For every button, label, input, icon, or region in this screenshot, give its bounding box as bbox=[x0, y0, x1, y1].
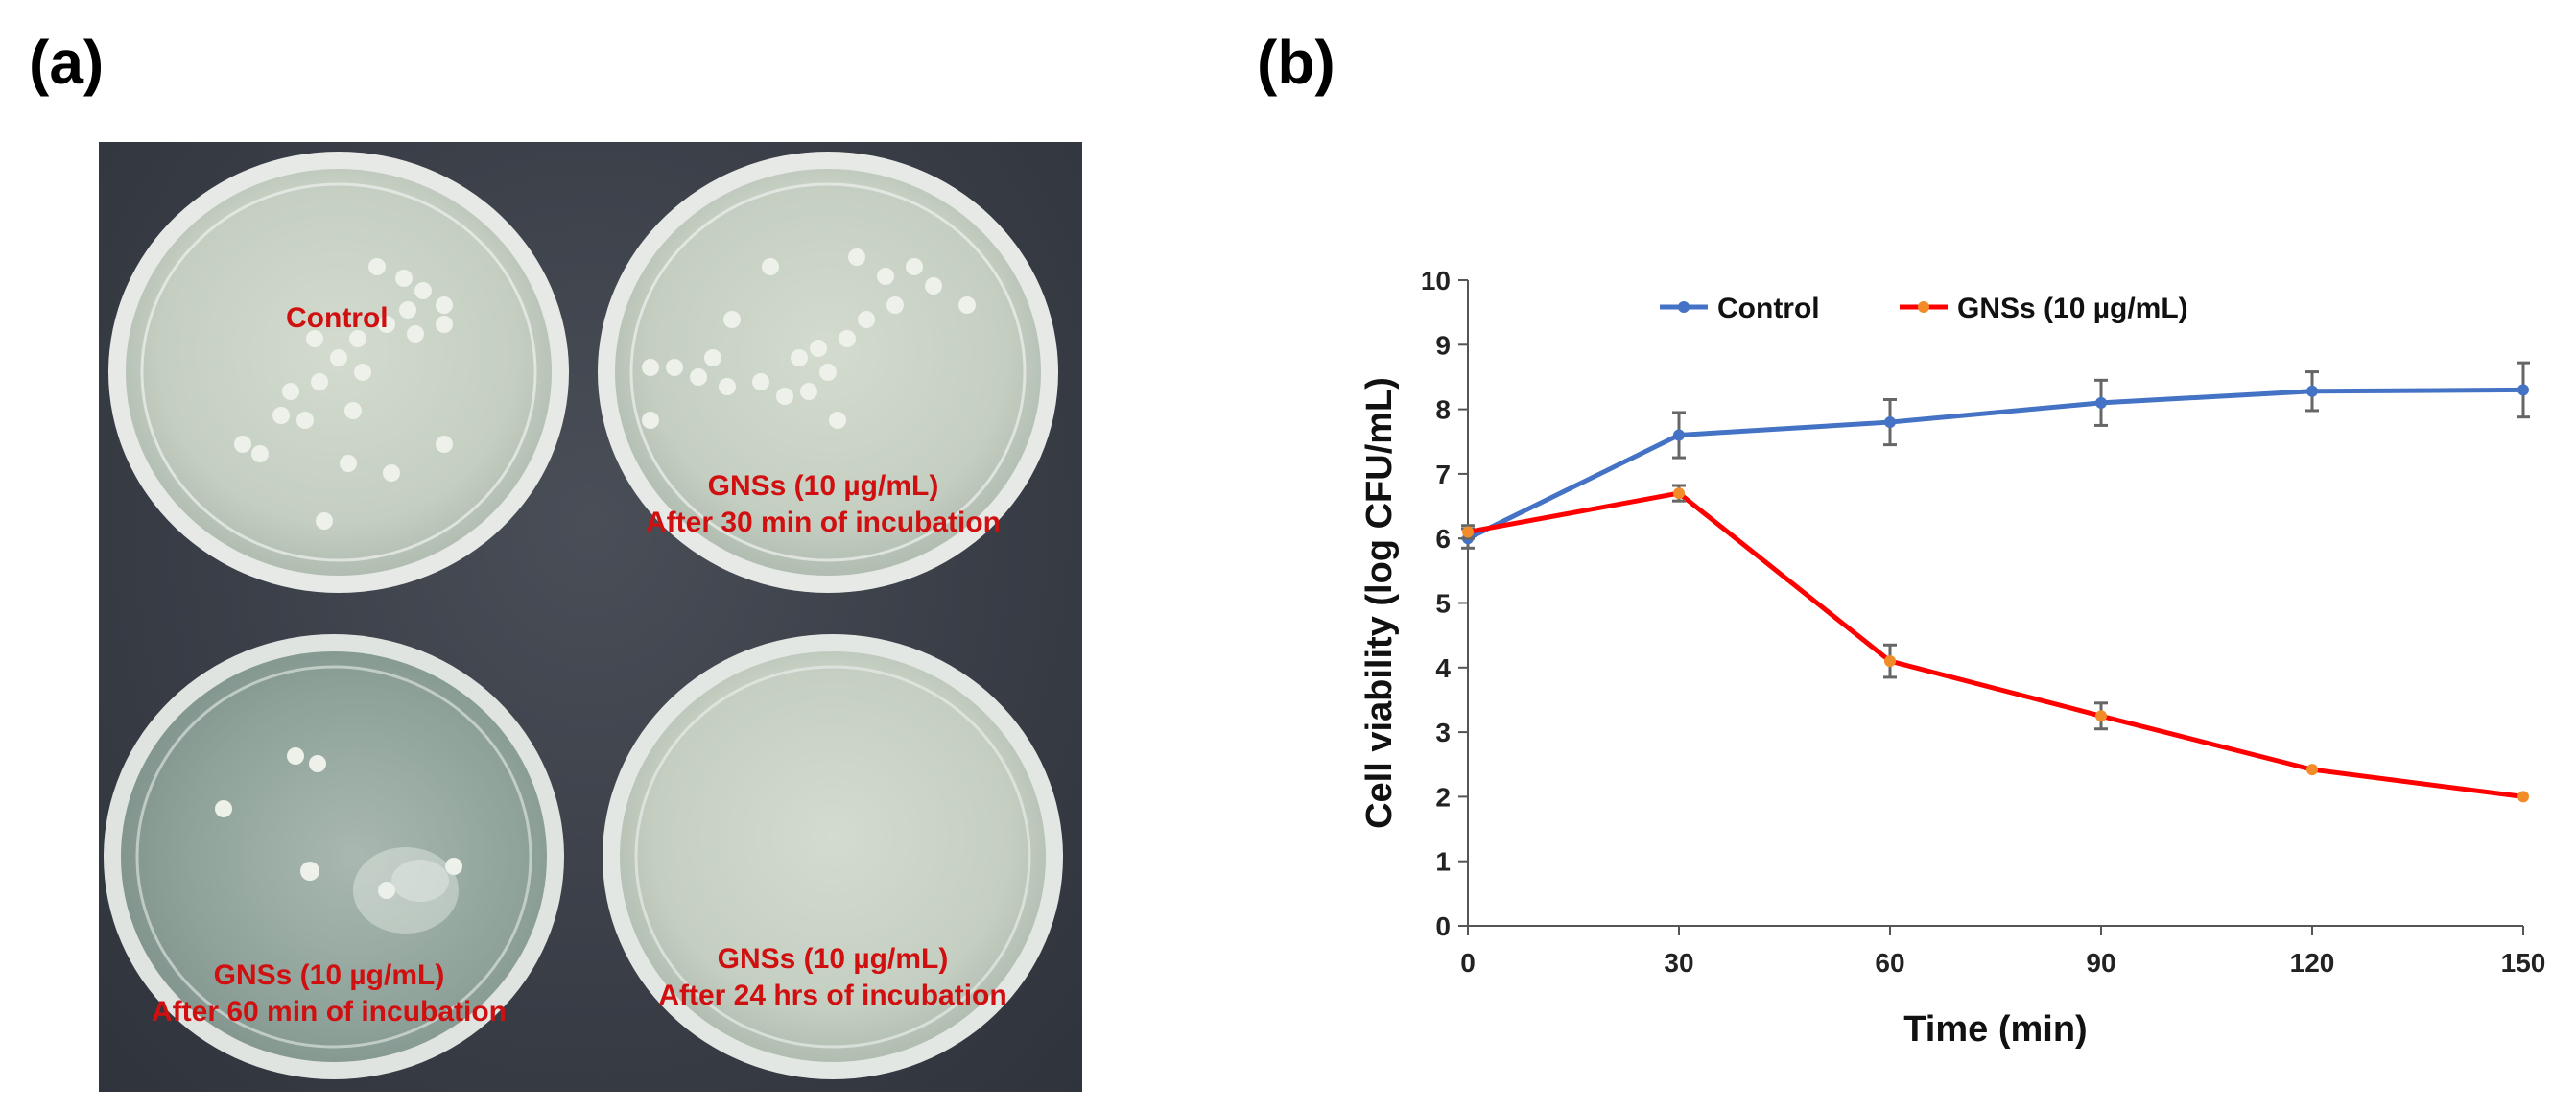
data-point bbox=[1673, 487, 1685, 500]
plate-label-line: GNSs (10 µg/mL) bbox=[717, 943, 949, 975]
plate-bottom-right bbox=[603, 634, 1063, 1079]
chart-legend: Control GNSs (10 µg/mL) bbox=[1660, 293, 2188, 324]
data-point bbox=[2517, 791, 2529, 803]
y-tick-label: 7 bbox=[1435, 460, 1451, 489]
plate-bottom-left bbox=[104, 634, 564, 1079]
y-tick-label: 9 bbox=[1435, 330, 1451, 360]
legend-label: GNSs (10 µg/mL) bbox=[1957, 293, 2188, 324]
data-point bbox=[1462, 526, 1474, 538]
series-control bbox=[1461, 361, 2530, 550]
plate-label-24hrs: GNSs (10 µg/mL) After 24 hrs of incubati… bbox=[583, 941, 1082, 1014]
plate-label-line: After 30 min of incubation bbox=[645, 507, 1002, 538]
y-tick-label: 1 bbox=[1435, 847, 1451, 877]
series-line bbox=[1466, 387, 2524, 541]
chart-axes: 0 1 2 3 4 5 6 7 8 9 10 0 30 60 90 120 150 bbox=[1421, 266, 2546, 978]
plate-label-line: Control bbox=[286, 302, 389, 334]
panel-label-a: (a) bbox=[29, 28, 105, 97]
data-point bbox=[2095, 710, 2107, 722]
petri-dish-photo: Control GNSs (10 µg/mL) After 30 min of … bbox=[99, 142, 1082, 1092]
data-point bbox=[1884, 655, 1896, 668]
y-tick-label: 2 bbox=[1435, 782, 1451, 812]
plate-label-60min: GNSs (10 µg/mL) After 60 min of incubati… bbox=[99, 957, 559, 1030]
plate-label-line: After 60 min of incubation bbox=[151, 996, 508, 1028]
y-axis-title: Cell viability (log CFU/mL) bbox=[1359, 377, 1400, 829]
x-axis-title: Time (min) bbox=[1903, 1009, 2087, 1050]
legend-swatch-marker bbox=[1918, 301, 1929, 313]
plate-label-line: After 24 hrs of incubation bbox=[658, 980, 1007, 1011]
colony-lawn bbox=[353, 847, 459, 934]
x-tick-label: 90 bbox=[2086, 948, 2115, 978]
series-gnss bbox=[1461, 484, 2529, 803]
plate-label-control: Control bbox=[286, 300, 389, 337]
series-line bbox=[1467, 490, 2524, 799]
y-tick-label: 5 bbox=[1435, 589, 1451, 619]
y-tick-label: 4 bbox=[1435, 653, 1451, 683]
x-tick-label: 150 bbox=[2501, 948, 2546, 978]
data-point bbox=[1884, 416, 1896, 429]
petri-dishes-illustration bbox=[104, 152, 1063, 1079]
data-point bbox=[2517, 384, 2529, 396]
legend-swatch-marker bbox=[1678, 301, 1690, 313]
data-point bbox=[2095, 396, 2107, 409]
plate-label-line: GNSs (10 µg/mL) bbox=[707, 470, 939, 502]
y-tick-label: 6 bbox=[1435, 524, 1451, 554]
data-point bbox=[1673, 429, 1685, 441]
x-tick-label: 60 bbox=[1875, 948, 1904, 978]
colonies bbox=[215, 248, 976, 899]
data-point bbox=[2306, 764, 2318, 776]
y-tick-label: 8 bbox=[1435, 395, 1451, 425]
x-tick-label: 120 bbox=[2290, 948, 2335, 978]
y-tick-label: 3 bbox=[1435, 718, 1451, 747]
data-point bbox=[2306, 385, 2318, 397]
x-tick-label: 0 bbox=[1460, 948, 1476, 978]
chart-series bbox=[1461, 361, 2530, 803]
panel-label-b: (b) bbox=[1257, 28, 1335, 97]
plate-label-30min: GNSs (10 µg/mL) After 30 min of incubati… bbox=[574, 468, 1073, 541]
legend-label: Control bbox=[1717, 293, 1820, 324]
plate-top-left bbox=[108, 152, 569, 593]
x-tick-label: 30 bbox=[1664, 948, 1693, 978]
y-tick-label: 10 bbox=[1421, 266, 1451, 295]
plate-label-line: GNSs (10 µg/mL) bbox=[213, 959, 445, 991]
cell-viability-chart: 0 1 2 3 4 5 6 7 8 9 10 0 30 60 90 120 150 Control GNSs (1… bbox=[1359, 266, 2546, 1050]
y-tick-label: 0 bbox=[1435, 911, 1451, 941]
